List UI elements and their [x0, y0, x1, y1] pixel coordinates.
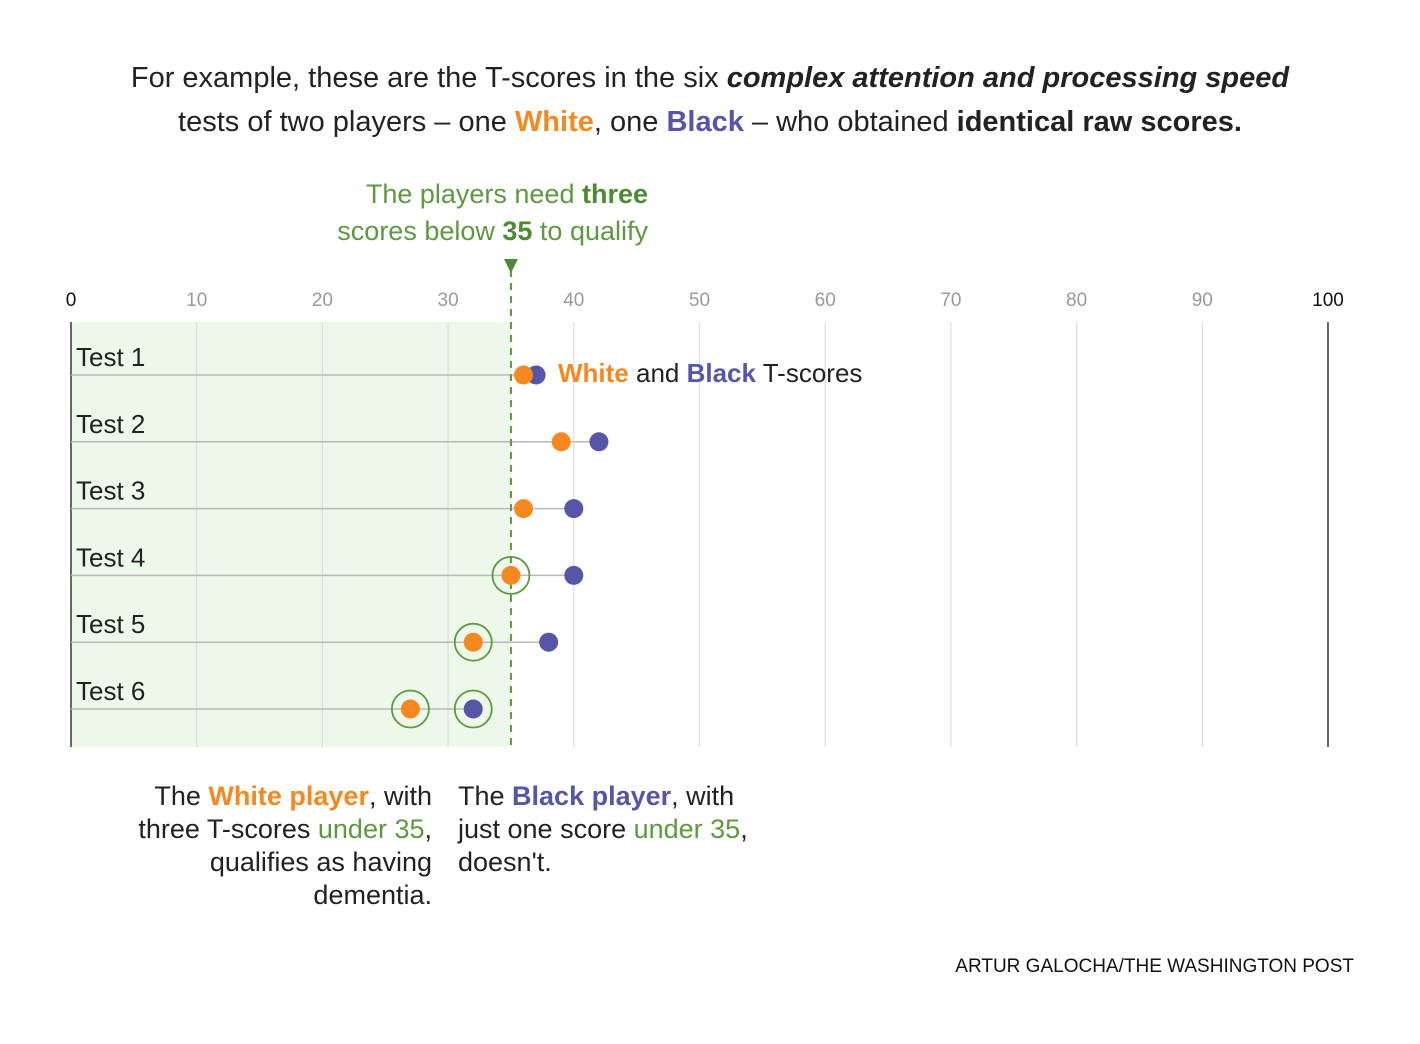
x-tick-label: 70	[940, 290, 961, 311]
title-line1-text: For example, these are the T-scores in t…	[130, 62, 727, 94]
white-score-dot	[400, 699, 420, 719]
category-label: Test 5	[76, 609, 145, 639]
white-qualify-ring	[453, 622, 493, 662]
x-tick-label: 80	[1066, 290, 1087, 311]
title-line2-mid: , one	[593, 106, 667, 138]
white-qualify-ring	[390, 689, 430, 729]
category-label: Test 6	[76, 676, 145, 706]
threshold-note: The players need three scores below 35 t…	[248, 176, 648, 250]
black-score-dot	[463, 699, 483, 719]
black-score-dot	[564, 499, 584, 519]
series-label: White and Black T-scores	[558, 358, 862, 388]
title-line2-rest: – who obtained	[743, 106, 957, 138]
ann-black-a: The	[458, 781, 513, 811]
x-tick-label: 90	[1192, 290, 1213, 311]
white-score-dot	[514, 499, 534, 519]
title-black-word: Black	[666, 106, 744, 138]
x-tick-label: 100	[1312, 290, 1344, 311]
title-white-word: White	[514, 106, 594, 138]
x-tick-label: 30	[438, 290, 459, 311]
ann-white-player: White player	[208, 781, 369, 811]
threshold-note-35: 35	[502, 216, 533, 246]
qualify-zone	[71, 322, 511, 747]
threshold-note-a: The players need	[365, 179, 582, 209]
category-label: Test 2	[76, 409, 145, 439]
category-label: Test 4	[76, 542, 145, 572]
series-label-suffix: T-scores	[756, 358, 862, 388]
threshold-note-e: to qualify	[532, 216, 648, 246]
white-player-annotation: The White player, with three T-scores un…	[90, 780, 432, 912]
white-score-dot	[463, 632, 483, 652]
x-tick-label: 60	[815, 290, 836, 311]
x-tick-label: 10	[186, 290, 207, 311]
series-label-and: and	[629, 358, 687, 388]
title-line2-text: tests of two players – one	[178, 106, 515, 138]
x-tick-label: 0	[66, 290, 77, 311]
x-tick-label: 50	[689, 290, 710, 311]
title-identical-raw: identical raw scores.	[956, 106, 1242, 138]
white-score-dot	[501, 565, 521, 585]
white-qualify-ring	[491, 556, 531, 595]
black-score-dot	[564, 565, 584, 585]
ann-white-under35: under 35	[317, 814, 425, 844]
x-tick-label: 20	[312, 290, 333, 311]
ann-black-c: , with just one score	[458, 781, 735, 844]
credit-line: ARTUR GALOCHA/THE WASHINGTON POST	[955, 956, 1354, 977]
ann-black-e: , doesn't.	[458, 814, 748, 877]
black-score-dot	[539, 632, 559, 652]
threshold-note-c: scores below	[337, 216, 503, 246]
chart-title: For example, these are the T-scores in t…	[60, 56, 1360, 144]
title-test-group: complex attention and processing speed	[726, 62, 1290, 94]
ann-white-c: , with three T-scores	[138, 781, 432, 844]
ann-black-player: Black player	[512, 781, 672, 811]
black-qualify-ring	[453, 689, 493, 729]
series-label-black: Black	[687, 358, 757, 388]
threshold-marker-icon	[503, 259, 518, 273]
series-label-white: White	[558, 358, 629, 388]
white-score-dot	[514, 365, 534, 385]
white-score-dot	[551, 432, 571, 452]
ann-black-under35: under 35	[633, 814, 741, 844]
ann-white-a: The	[154, 781, 209, 811]
category-label: Test 1	[76, 342, 145, 372]
category-label: Test 3	[76, 476, 145, 506]
black-score-dot	[589, 432, 609, 452]
ann-white-e: , qualifies as having dementia.	[209, 814, 432, 910]
threshold-note-three: three	[581, 179, 648, 209]
black-player-annotation: The Black player, with just one score un…	[458, 780, 778, 879]
x-tick-label: 40	[563, 290, 584, 311]
